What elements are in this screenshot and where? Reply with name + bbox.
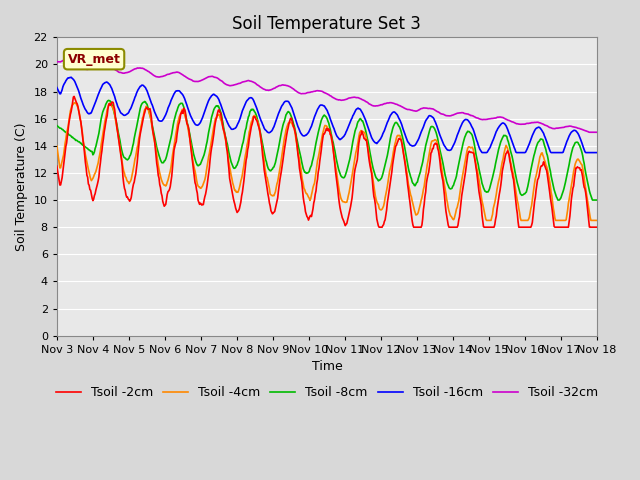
Legend: Tsoil -2cm, Tsoil -4cm, Tsoil -8cm, Tsoil -16cm, Tsoil -32cm: Tsoil -2cm, Tsoil -4cm, Tsoil -8cm, Tsoi… [51, 381, 603, 404]
Text: VR_met: VR_met [68, 53, 120, 66]
Title: Soil Temperature Set 3: Soil Temperature Set 3 [232, 15, 421, 33]
X-axis label: Time: Time [312, 360, 342, 373]
Y-axis label: Soil Temperature (C): Soil Temperature (C) [15, 122, 28, 251]
